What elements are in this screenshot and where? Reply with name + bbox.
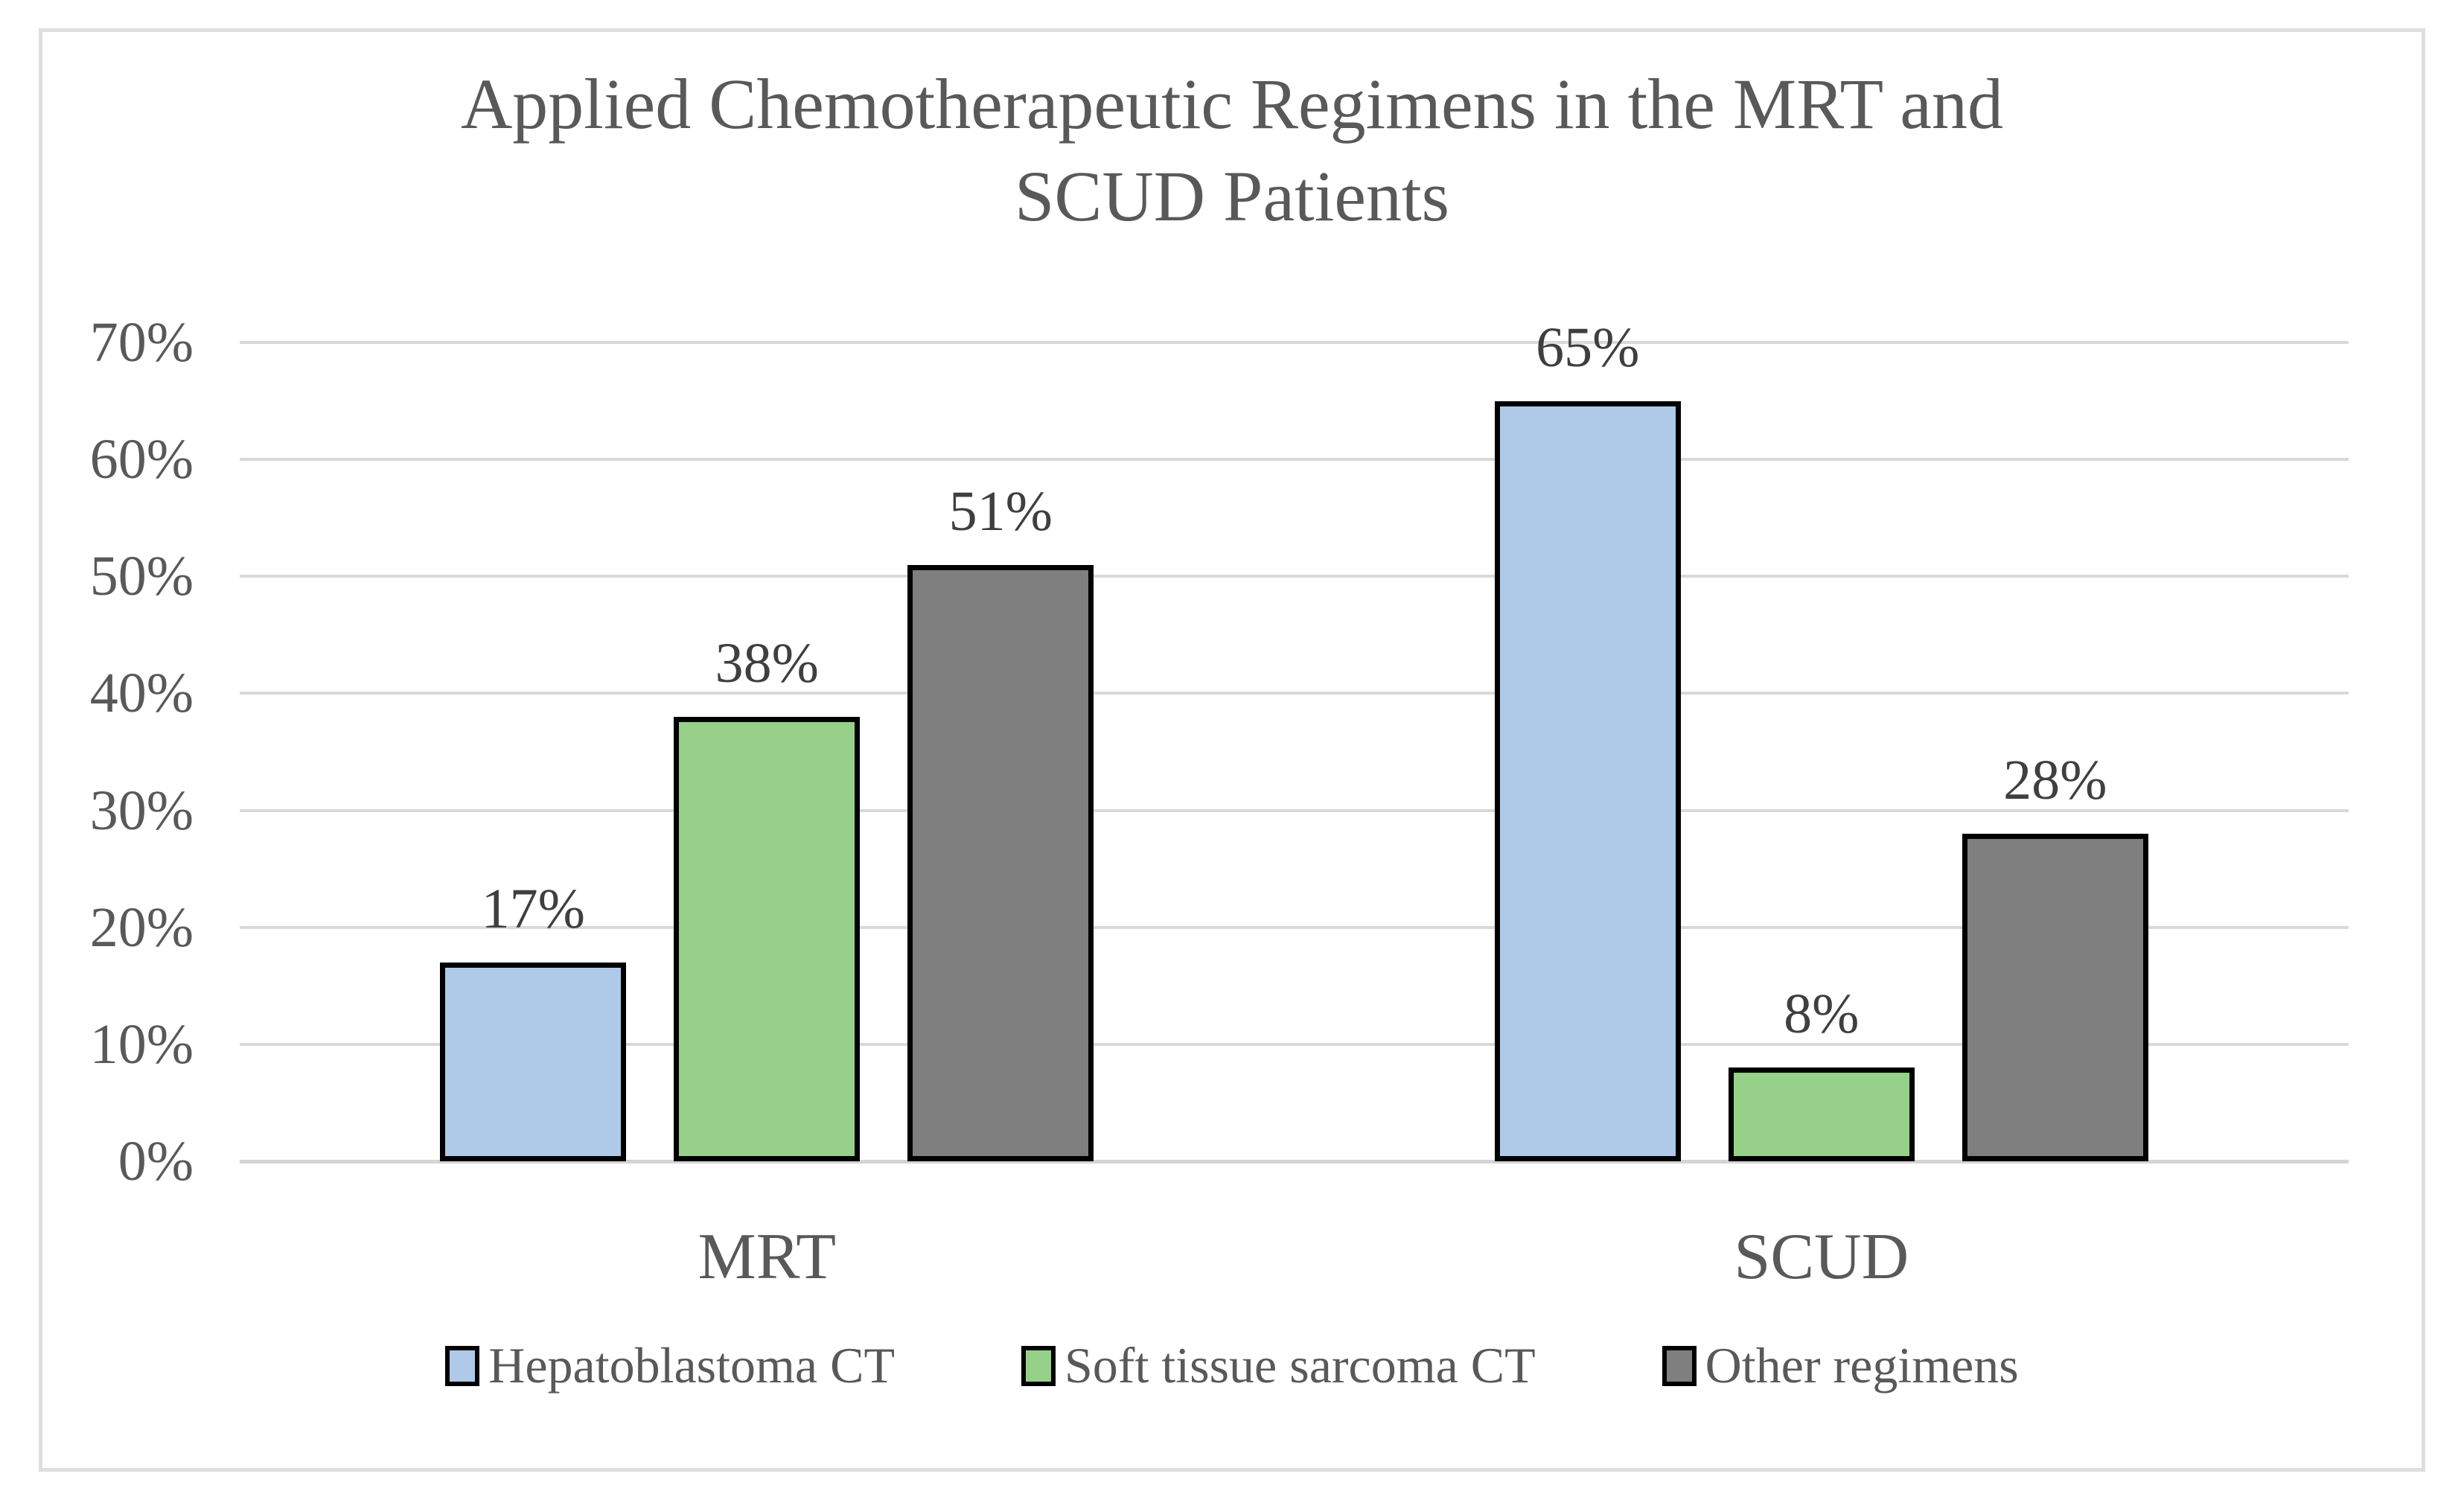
gridline-40 — [240, 692, 2349, 695]
y-tick-label-20: 20% — [89, 896, 194, 959]
y-tick-label-0: 0% — [118, 1130, 194, 1193]
gridline-60 — [240, 458, 2349, 462]
bar-data-label-mrt-series-2: 51% — [948, 479, 1053, 543]
bar-mrt-series-1 — [674, 716, 861, 1161]
chart-title: Applied Chemotherapeutic Regimens in the… — [0, 58, 2464, 243]
bar-scud-series-2 — [1962, 834, 2148, 1161]
chart-title-line-2: SCUD Patients — [1014, 156, 1450, 236]
legend-item-soft-tissue-sarcoma-ct: Soft tissue sarcoma CT — [1021, 1336, 1536, 1395]
bar-scud-series-1 — [1728, 1067, 1915, 1161]
gridline-0 — [240, 1160, 2349, 1164]
y-tick-label-60: 60% — [89, 428, 194, 491]
gridline-50 — [240, 575, 2349, 578]
x-category-label-mrt: MRT — [698, 1221, 836, 1293]
bar-scud-series-0 — [1494, 400, 1681, 1161]
bar-data-label-mrt-series-0: 17% — [481, 877, 585, 940]
gridline-30 — [240, 808, 2349, 812]
legend-swatch-hepatoblastoma-ct — [445, 1345, 480, 1386]
bar-data-label-scud-series-1: 8% — [1784, 983, 1860, 1046]
gridline-20 — [240, 925, 2349, 929]
y-tick-label-40: 40% — [89, 662, 194, 725]
legend-label-soft-tissue-sarcoma-ct: Soft tissue sarcoma CT — [1064, 1337, 1536, 1394]
x-category-label-scud: SCUD — [1734, 1221, 1909, 1293]
y-tick-label-30: 30% — [89, 779, 194, 842]
bar-data-label-mrt-series-1: 38% — [715, 631, 819, 695]
legend-item-other-regimens: Other regimens — [1662, 1336, 2019, 1395]
bar-data-label-scud-series-0: 65% — [1536, 316, 1640, 379]
y-tick-label-50: 50% — [89, 545, 194, 608]
legend-swatch-other-regimens — [1662, 1345, 1697, 1386]
y-tick-label-10: 10% — [89, 1012, 194, 1076]
legend-item-hepatoblastoma-ct: Hepatoblastoma CT — [445, 1336, 895, 1395]
chart-frame — [39, 28, 2425, 1472]
bar-mrt-series-2 — [907, 564, 1094, 1161]
bar-data-label-scud-series-2: 28% — [2003, 749, 2107, 811]
chart-title-line-1: Applied Chemotherapeutic Regimens in the… — [460, 64, 2004, 144]
legend-label-hepatoblastoma-ct: Hepatoblastoma CT — [488, 1337, 895, 1394]
gridline-10 — [240, 1042, 2349, 1046]
gridline-70 — [240, 341, 2349, 344]
bar-mrt-series-0 — [440, 962, 627, 1161]
legend-swatch-soft-tissue-sarcoma-ct — [1021, 1345, 1056, 1386]
legend-label-other-regimens: Other regimens — [1705, 1337, 2019, 1394]
legend: Hepatoblastoma CT Soft tissue sarcoma CT… — [0, 1336, 2464, 1395]
plot-area: 17% 38% 51% MRT 65% 8% 28% SCUD — [240, 318, 2349, 1293]
y-tick-label-70: 70% — [89, 311, 194, 374]
